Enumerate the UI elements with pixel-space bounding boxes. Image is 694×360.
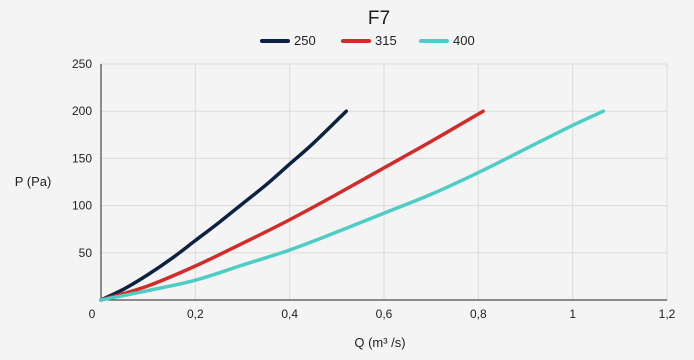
legend-label-400: 400 bbox=[453, 33, 475, 48]
y-axis-label: P (Pa) bbox=[15, 174, 52, 189]
y-tick-label: 150 bbox=[72, 151, 92, 165]
x-tick-label: 0,8 bbox=[470, 307, 487, 321]
series-line-250 bbox=[99, 109, 349, 302]
series-line-315 bbox=[99, 109, 485, 302]
y-tick-label: 50 bbox=[79, 246, 93, 260]
y-tick-label: 200 bbox=[72, 104, 92, 118]
x-tick-label: 0,4 bbox=[281, 307, 298, 321]
x-tick-label: 1,2 bbox=[659, 307, 676, 321]
y-tick-label: 100 bbox=[72, 199, 92, 213]
x-axis-label: Q (m³ /s) bbox=[354, 335, 405, 350]
legend-label-315: 315 bbox=[375, 33, 397, 48]
grid bbox=[101, 63, 668, 300]
x-tick-label: 1 bbox=[569, 307, 576, 321]
y-tick-label: 250 bbox=[72, 57, 92, 71]
x-tick-label: 0 bbox=[89, 307, 96, 321]
chart-title: F7 bbox=[368, 8, 390, 29]
series-line-400 bbox=[99, 109, 606, 302]
legend: 250 315 400 bbox=[260, 33, 475, 48]
series-group bbox=[99, 109, 606, 302]
legend-label-250: 250 bbox=[294, 33, 316, 48]
x-tick-label: 0,6 bbox=[376, 307, 393, 321]
axes: 0 0,2 0,4 0,6 0,8 1 1,2 50 100 150 200 250 bbox=[72, 57, 676, 321]
x-tick-label: 0,2 bbox=[187, 307, 204, 321]
